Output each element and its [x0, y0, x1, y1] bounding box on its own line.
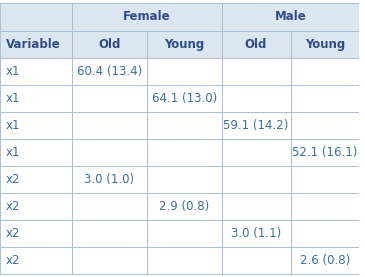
Bar	[222, 3, 360, 31]
Text: x2: x2	[6, 254, 20, 267]
Bar	[72, 220, 147, 247]
Bar	[0, 166, 72, 193]
Text: Variable: Variable	[6, 38, 61, 51]
Text: Young: Young	[164, 38, 204, 51]
Text: x1: x1	[6, 119, 20, 132]
Text: Female: Female	[123, 11, 170, 24]
Bar	[291, 220, 360, 247]
Text: Male: Male	[274, 11, 306, 24]
Bar	[291, 247, 360, 274]
Bar	[291, 85, 360, 112]
Bar	[291, 166, 360, 193]
Text: 59.1 (14.2): 59.1 (14.2)	[223, 119, 289, 132]
Text: 64.1 (13.0): 64.1 (13.0)	[151, 92, 217, 105]
Bar	[222, 166, 291, 193]
Text: 2.6 (0.8): 2.6 (0.8)	[300, 254, 350, 267]
Bar	[222, 247, 291, 274]
Bar	[291, 112, 360, 139]
Bar	[222, 220, 291, 247]
Bar	[72, 247, 147, 274]
Bar	[291, 193, 360, 220]
Bar	[0, 31, 72, 58]
Bar	[147, 247, 222, 274]
Bar	[72, 31, 147, 58]
Bar	[147, 220, 222, 247]
Bar	[72, 166, 147, 193]
Bar	[147, 139, 222, 166]
Bar	[222, 112, 291, 139]
Text: 60.4 (13.4): 60.4 (13.4)	[77, 65, 142, 78]
Text: x2: x2	[6, 200, 20, 213]
Text: Old: Old	[98, 38, 120, 51]
Text: 52.1 (16.1): 52.1 (16.1)	[292, 146, 358, 159]
Bar	[222, 85, 291, 112]
Bar	[222, 31, 291, 58]
Text: 3.0 (1.1): 3.0 (1.1)	[231, 227, 281, 240]
Bar	[147, 166, 222, 193]
Bar	[0, 193, 72, 220]
Bar	[72, 58, 147, 85]
Bar	[222, 139, 291, 166]
Bar	[147, 31, 222, 58]
Bar	[147, 193, 222, 220]
Bar	[147, 58, 222, 85]
Bar	[291, 139, 360, 166]
Bar	[291, 31, 360, 58]
Bar	[291, 58, 360, 85]
Bar	[0, 220, 72, 247]
Bar	[0, 85, 72, 112]
Bar	[72, 139, 147, 166]
Bar	[222, 58, 291, 85]
Text: x1: x1	[6, 92, 20, 105]
Text: x2: x2	[6, 173, 20, 186]
Bar	[0, 139, 72, 166]
Bar	[0, 112, 72, 139]
Bar	[72, 85, 147, 112]
Bar	[147, 112, 222, 139]
Bar	[72, 112, 147, 139]
Bar	[72, 193, 147, 220]
Bar	[0, 247, 72, 274]
Text: 2.9 (0.8): 2.9 (0.8)	[159, 200, 209, 213]
Text: x1: x1	[6, 146, 20, 159]
Bar	[147, 85, 222, 112]
Text: x1: x1	[6, 65, 20, 78]
Text: Young: Young	[305, 38, 345, 51]
Text: 3.0 (1.0): 3.0 (1.0)	[84, 173, 134, 186]
Bar	[222, 193, 291, 220]
Bar	[72, 3, 222, 31]
Text: Old: Old	[245, 38, 267, 51]
Bar	[0, 58, 72, 85]
Bar	[0, 3, 72, 31]
Text: x2: x2	[6, 227, 20, 240]
